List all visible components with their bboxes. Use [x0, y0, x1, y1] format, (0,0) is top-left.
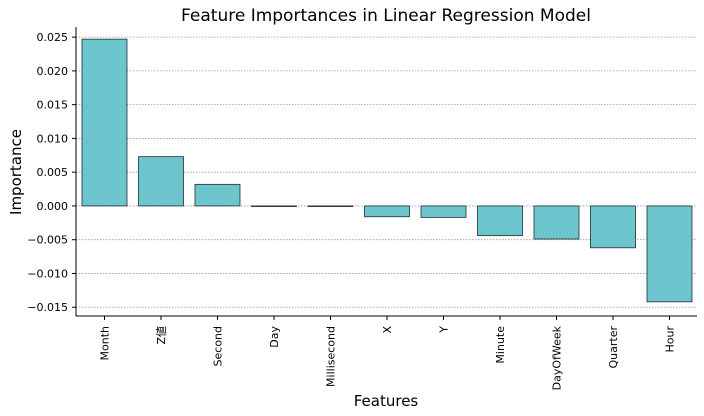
y-tick-label: 0.005	[37, 166, 69, 179]
x-axis-ticks: Month Z値 Second Day Millisecond X Y Minute DayOf…	[99, 316, 677, 390]
bar-hour	[646, 205, 693, 303]
y-axis-ticks: 0.025 0.020 0.015 0.010 0.005 0.000 −0.005 −0.0…	[27, 31, 76, 314]
y-tick-label: 0.025	[37, 31, 69, 44]
bars	[81, 38, 693, 303]
y-tick-label: −0.005	[27, 234, 68, 247]
bar-z-	[138, 156, 184, 207]
y-tick-label: 0.020	[37, 65, 69, 78]
chart-title: Feature Importances in Linear Regression…	[181, 6, 591, 26]
x-tick-label: Hour	[664, 326, 677, 353]
bar-y	[420, 205, 467, 218]
bar-millisecond	[307, 205, 354, 207]
x-tick-label: Z値	[155, 326, 168, 345]
x-tick-label: DayOfWeek	[551, 325, 564, 390]
bar-minute	[477, 205, 523, 237]
x-tick-label: Millisecond	[325, 326, 338, 387]
x-tick-label: Second	[212, 326, 225, 366]
x-tick-label: Day	[268, 326, 281, 348]
y-tick-label: 0.000	[37, 200, 69, 213]
x-tick-label: Quarter	[607, 326, 620, 369]
bar-month	[81, 38, 128, 207]
y-tick-label: 0.010	[37, 132, 69, 145]
y-tick-label: −0.010	[27, 267, 68, 280]
bar-x	[364, 205, 410, 218]
y-axis-title: Importance	[7, 129, 25, 215]
bar-quarter	[590, 205, 636, 249]
y-tick-label: −0.015	[27, 301, 68, 314]
x-axis-title: Features	[354, 392, 419, 410]
x-tick-label: X	[381, 326, 394, 334]
bar-dayofweek	[533, 205, 580, 240]
bar-day	[251, 205, 297, 207]
y-tick-label: 0.015	[37, 99, 69, 112]
x-tick-label: Y	[438, 326, 451, 334]
x-tick-label: Minute	[494, 326, 507, 364]
x-tick-label: Month	[99, 326, 112, 361]
bar-second	[194, 183, 241, 207]
